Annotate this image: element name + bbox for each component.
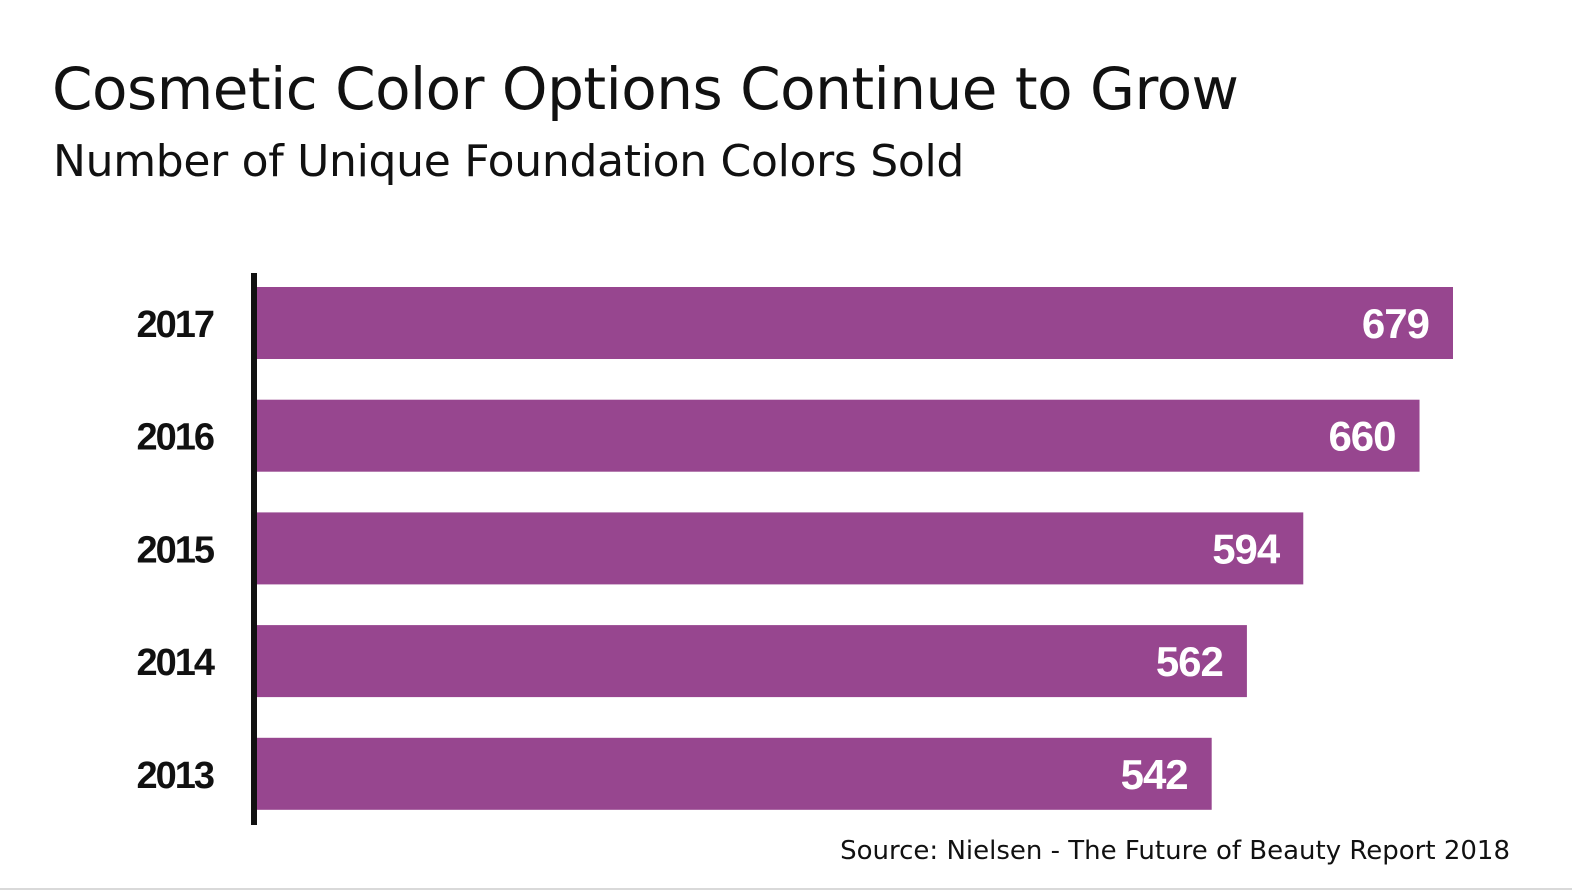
bar-2016 (257, 399, 1420, 472)
category-label-2015: 2015 (136, 529, 214, 571)
value-label-2013: 542 (1121, 751, 1188, 798)
category-label-2013: 2013 (136, 755, 213, 797)
chart-subtitle: Number of Unique Foundation Colors Sold (53, 136, 965, 187)
bar-2014 (257, 625, 1247, 698)
bottom-divider (0, 888, 1572, 890)
bar-2015 (257, 512, 1304, 585)
value-label-2014: 562 (1156, 638, 1223, 685)
value-label-2017: 679 (1362, 300, 1429, 347)
bar-2017 (257, 287, 1453, 359)
value-label-2015: 594 (1212, 525, 1281, 572)
source-note: Source: Nielsen - The Future of Beauty R… (840, 836, 1510, 866)
bar-2013 (257, 737, 1212, 810)
category-label-2016: 2016 (136, 417, 213, 459)
category-label-2017: 2017 (136, 304, 213, 346)
chart-title: Cosmetic Color Options Continue to Grow (52, 55, 1239, 123)
category-label-2014: 2014 (136, 642, 214, 684)
value-label-2016: 660 (1328, 413, 1395, 460)
